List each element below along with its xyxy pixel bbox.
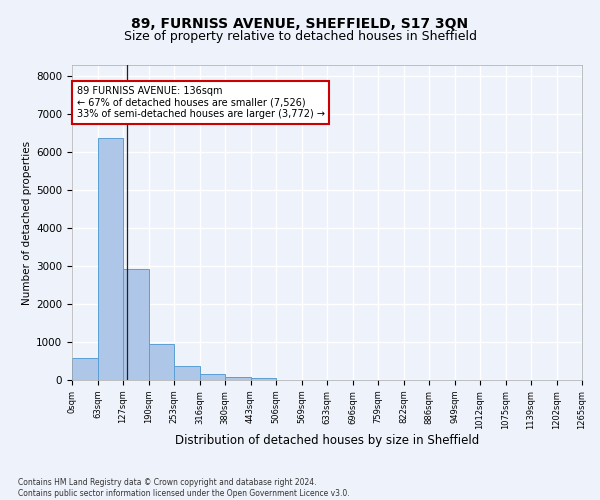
Bar bbox=[149, 344, 174, 380]
Bar bbox=[251, 378, 276, 380]
Bar bbox=[97, 138, 123, 380]
X-axis label: Distribution of detached houses by size in Sheffield: Distribution of detached houses by size … bbox=[175, 434, 479, 448]
Bar bbox=[174, 366, 199, 380]
Y-axis label: Number of detached properties: Number of detached properties bbox=[22, 140, 32, 304]
Bar bbox=[72, 358, 97, 380]
Bar bbox=[123, 269, 149, 380]
Text: Contains HM Land Registry data © Crown copyright and database right 2024.
Contai: Contains HM Land Registry data © Crown c… bbox=[18, 478, 350, 498]
Text: Size of property relative to detached houses in Sheffield: Size of property relative to detached ho… bbox=[124, 30, 476, 43]
Text: 89, FURNISS AVENUE, SHEFFIELD, S17 3QN: 89, FURNISS AVENUE, SHEFFIELD, S17 3QN bbox=[131, 18, 469, 32]
Bar bbox=[225, 376, 251, 380]
Text: 89 FURNISS AVENUE: 136sqm
← 67% of detached houses are smaller (7,526)
33% of se: 89 FURNISS AVENUE: 136sqm ← 67% of detac… bbox=[77, 86, 325, 119]
Bar bbox=[199, 374, 225, 380]
